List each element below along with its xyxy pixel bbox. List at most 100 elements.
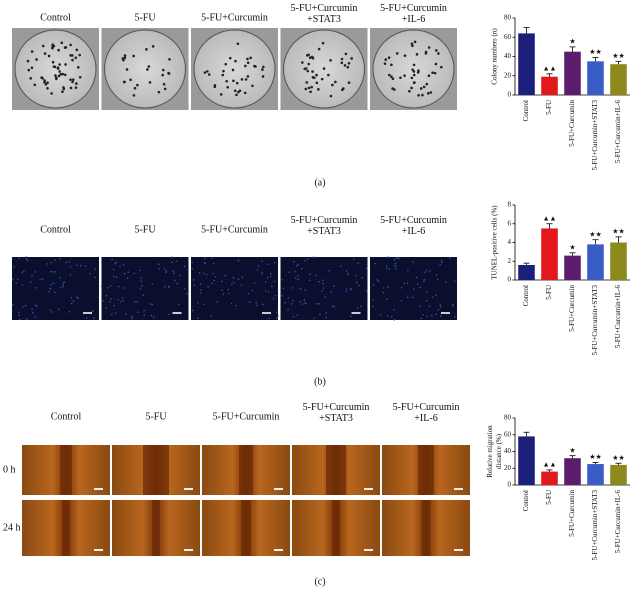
bar <box>518 265 535 280</box>
colony <box>74 56 78 60</box>
colony <box>334 80 337 84</box>
nucleus <box>18 318 21 321</box>
colony <box>427 46 431 49</box>
nucleus <box>431 314 433 317</box>
nucleus <box>257 265 260 267</box>
nucleus <box>435 294 438 296</box>
nucleus <box>113 304 115 307</box>
nucleus <box>199 283 202 285</box>
column-label: 5-FU+Curcumin <box>291 215 358 226</box>
column-label: 5-FU+Curcumin <box>201 12 268 23</box>
colony <box>69 86 73 90</box>
wound-gap <box>143 445 169 495</box>
column-label: 5-FU <box>134 224 156 235</box>
colony <box>435 49 438 52</box>
nucleus <box>232 276 235 279</box>
nucleus <box>361 276 364 279</box>
nucleus <box>133 272 136 275</box>
nucleus <box>315 274 317 277</box>
nucleus <box>268 291 270 293</box>
colony <box>391 77 395 81</box>
nucleus <box>54 259 56 262</box>
nucleus <box>105 294 108 297</box>
colony <box>29 77 33 80</box>
bar <box>541 228 558 280</box>
wound-gap <box>241 500 251 556</box>
colony <box>26 59 30 63</box>
colony <box>387 56 391 59</box>
nucleus <box>299 287 302 290</box>
colony <box>240 78 244 81</box>
x-tick-label: 5-FU+Curcumin+STAT3 <box>591 285 599 356</box>
nucleus <box>393 258 396 261</box>
colony <box>61 72 65 76</box>
nucleus <box>255 301 258 304</box>
colony <box>123 56 127 60</box>
nucleus <box>31 311 34 314</box>
nucleus <box>221 280 223 283</box>
nucleus <box>301 267 303 270</box>
colony <box>235 81 239 85</box>
nucleus <box>158 267 160 270</box>
nucleus <box>141 285 143 287</box>
colony <box>64 63 67 66</box>
nucleus <box>16 278 19 281</box>
colony <box>146 68 149 71</box>
nucleus <box>69 266 72 268</box>
column-label: +STAT3 <box>319 413 353 424</box>
colony <box>231 68 235 72</box>
bar <box>564 51 581 95</box>
nucleus <box>292 315 295 318</box>
colony <box>344 52 348 56</box>
nucleus <box>221 289 223 291</box>
nucleus <box>359 305 362 308</box>
nucleus <box>212 272 215 275</box>
nucleus <box>390 315 393 318</box>
y-axis-label: TUNEL-positive cells (%) <box>491 205 499 280</box>
nucleus <box>191 267 194 270</box>
colony <box>41 44 45 48</box>
colony <box>58 70 61 73</box>
scale-bar <box>364 488 373 490</box>
colony <box>228 56 232 60</box>
colony <box>301 61 304 64</box>
colony <box>237 90 240 94</box>
colony <box>410 42 414 46</box>
column-label: 5-FU+Curcumin <box>380 3 447 14</box>
y-tick-label: 4 <box>508 238 512 246</box>
nucleus <box>13 265 15 268</box>
colony <box>221 73 225 77</box>
nucleus <box>425 300 428 302</box>
nucleus <box>196 317 199 320</box>
nucleus <box>58 277 61 279</box>
nucleus <box>255 304 258 307</box>
y-tick-label: 20 <box>504 464 512 472</box>
colony <box>27 68 31 72</box>
scale-bar <box>454 549 463 551</box>
significance-marker: ★★ <box>612 52 625 60</box>
wound-gap <box>62 500 70 556</box>
nucleus <box>70 296 73 299</box>
nucleus <box>204 262 207 265</box>
nucleus <box>304 289 307 291</box>
nucleus <box>412 261 414 263</box>
colony <box>46 86 49 90</box>
nucleus <box>133 300 136 303</box>
colony <box>411 68 414 71</box>
y-tick-label: 60 <box>504 33 512 41</box>
colony <box>317 88 320 91</box>
bar <box>587 61 604 95</box>
nucleus <box>365 290 368 292</box>
nucleus <box>406 282 409 284</box>
x-tick-label: 5-FU+Curcumin+IL-6 <box>614 285 622 349</box>
nucleus <box>41 278 44 280</box>
scale-bar <box>184 488 193 490</box>
nucleus <box>222 293 225 296</box>
colony <box>69 43 72 47</box>
nucleus <box>191 261 193 264</box>
colony <box>416 71 420 74</box>
nucleus <box>89 272 91 275</box>
nucleus <box>355 281 358 284</box>
colony <box>161 73 164 77</box>
nucleus <box>210 315 213 317</box>
